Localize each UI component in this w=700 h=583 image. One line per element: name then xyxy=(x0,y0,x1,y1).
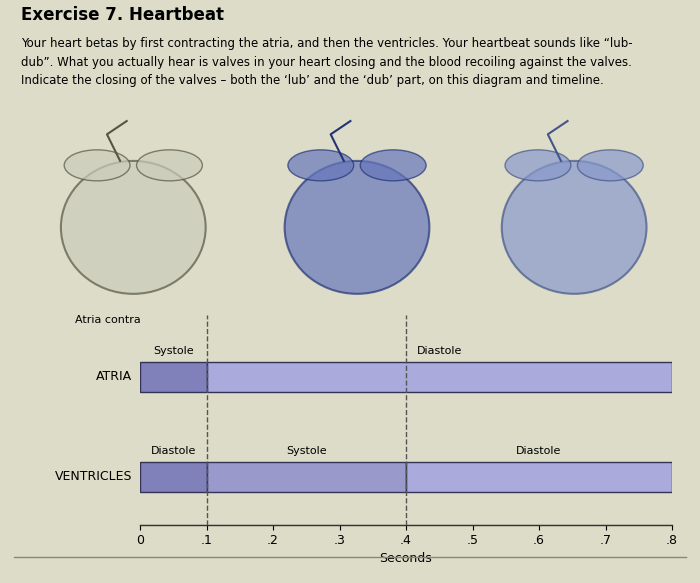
Text: VENTRICLES: VENTRICLES xyxy=(55,470,132,483)
Bar xyxy=(406,462,672,492)
Bar xyxy=(206,361,672,392)
Ellipse shape xyxy=(136,150,202,181)
Ellipse shape xyxy=(505,150,570,181)
Text: ATRIA: ATRIA xyxy=(96,370,132,384)
Text: Atria contract: Atria contract xyxy=(76,315,152,325)
Ellipse shape xyxy=(61,161,206,294)
Text: Diastole: Diastole xyxy=(150,446,196,456)
Text: Diastole: Diastole xyxy=(517,446,561,456)
Bar xyxy=(140,361,206,392)
Ellipse shape xyxy=(288,150,354,181)
Bar xyxy=(206,462,406,492)
Bar xyxy=(140,462,206,492)
Text: Diastole: Diastole xyxy=(416,346,462,356)
Ellipse shape xyxy=(64,150,130,181)
Text: Exercise 7. Heartbeat: Exercise 7. Heartbeat xyxy=(21,6,224,24)
Text: Your heart betas by first contracting the atria, and then the ventricles. Your h: Your heart betas by first contracting th… xyxy=(21,37,633,87)
Ellipse shape xyxy=(285,161,429,294)
Ellipse shape xyxy=(578,150,643,181)
Text: Systole: Systole xyxy=(153,346,194,356)
Text: Ventricles contract: Ventricles contract xyxy=(275,315,379,325)
Ellipse shape xyxy=(360,150,426,181)
Ellipse shape xyxy=(502,161,647,294)
Text: Systole: Systole xyxy=(286,446,327,456)
X-axis label: Seconds: Seconds xyxy=(379,552,433,564)
Text: All chambers relaxed: All chambers relaxed xyxy=(469,315,587,325)
